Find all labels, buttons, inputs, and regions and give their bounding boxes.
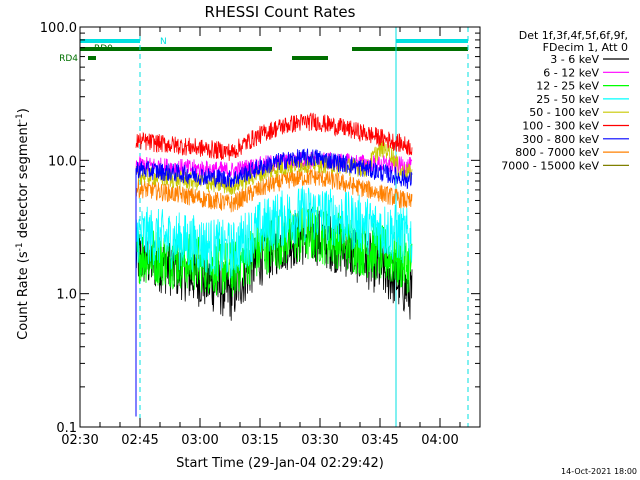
legend-entry-label: 25 - 50 keV [536,93,599,106]
series-line-3 [135,186,413,279]
legend-entry-label: 12 - 25 keV [536,80,599,93]
legend-entry-label: 300 - 800 keV [522,133,599,146]
x-axis-label: Start Time (29-Jan-04 02:29:42) [176,456,384,471]
x-tick-label: 03:45 [361,433,398,448]
legend-entry-label: 100 - 300 keV [522,120,599,133]
y-axis-label-part1: Count Rate (s [16,251,31,340]
series-line-7 [135,168,413,213]
series-line-6 [135,148,413,190]
x-tick-label: 02:30 [61,433,98,448]
legend-header-line: Det 1f,3f,4f,5f,6f,9f, [519,29,628,42]
y-tick-label: 1.0 [56,288,77,303]
legend-entry-label: 3 - 6 keV [550,53,599,66]
series-line-5 [135,112,413,161]
y-tick-label: 0.1 [56,421,77,436]
y-axis-label-sup2: -1 [15,113,25,122]
y-tick-label: 100.0 [40,21,77,36]
chart-title: RHESSI Count Rates [205,3,356,21]
y-axis-label-part2: detector segment [16,122,31,242]
y-axis-label: Count Rate (s-1 detector segment-1) [15,108,31,340]
x-tick-label: 03:30 [301,433,338,448]
night-flag-label: N [160,37,167,47]
legend-entry-label: 800 - 7000 keV [515,146,599,159]
legend-entry-label: 50 - 100 keV [529,106,599,119]
y-axis-label-part3: ) [16,108,31,113]
x-tick-label: 04:00 [421,433,458,448]
x-tick-label: 03:15 [241,433,278,448]
y-axis-label-sup1: -1 [15,242,25,251]
legend-header-line: FDecim 1, Att 0 [543,41,628,54]
timestamp-label: 14-Oct-2021 18:00 [561,467,637,476]
rd4-flag-label: RD4 [59,54,78,64]
x-tick-label: 03:00 [181,433,218,448]
rd0-flag-label: RD0 [94,44,113,54]
series-line-2 [135,206,413,297]
legend-entry-label: 7000 - 15000 keV [501,159,599,172]
legend-entry-label: 6 - 12 keV [543,66,599,79]
x-tick-label: 02:45 [121,433,158,448]
y-tick-label: 10.0 [48,154,77,169]
